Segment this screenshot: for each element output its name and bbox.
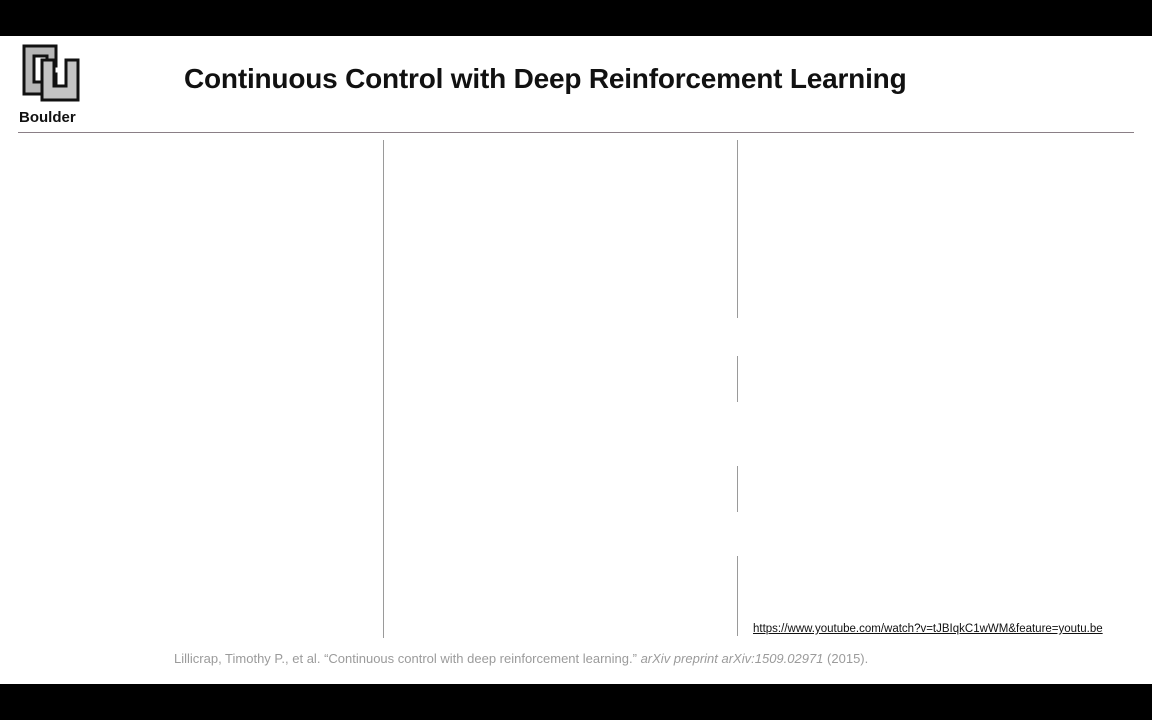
slide: Boulder Continuous Control with Deep Rei…: [0, 36, 1152, 684]
citation: Lillicrap, Timothy P., et al. “Continuou…: [174, 651, 868, 666]
university-logo: Boulder: [18, 42, 88, 128]
title-divider: [18, 132, 1134, 133]
slide-title: Continuous Control with Deep Reinforceme…: [184, 63, 907, 94]
video-panel-divider-left: [383, 140, 384, 638]
citation-paper-title: “Continuous control with deep reinforcem…: [324, 651, 637, 666]
video-panel-divider-right-segment-1: [737, 140, 738, 318]
video-link[interactable]: https://www.youtube.com/watch?v=tJBIqkC1…: [753, 623, 1103, 635]
video-panel-divider-right-segment-3: [737, 466, 738, 512]
citation-year: (2015).: [827, 651, 869, 666]
citation-authors: Lillicrap, Timothy P., et al.: [174, 651, 321, 666]
video-panel-divider-right-segment-2: [737, 356, 738, 402]
video-panel-divider-right-segment-4: [737, 556, 738, 636]
logo-caption: Boulder: [19, 109, 76, 126]
cu-interlocking-logo-icon: [22, 44, 80, 102]
citation-journal: arXiv preprint arXiv:1509.02971: [640, 651, 824, 666]
